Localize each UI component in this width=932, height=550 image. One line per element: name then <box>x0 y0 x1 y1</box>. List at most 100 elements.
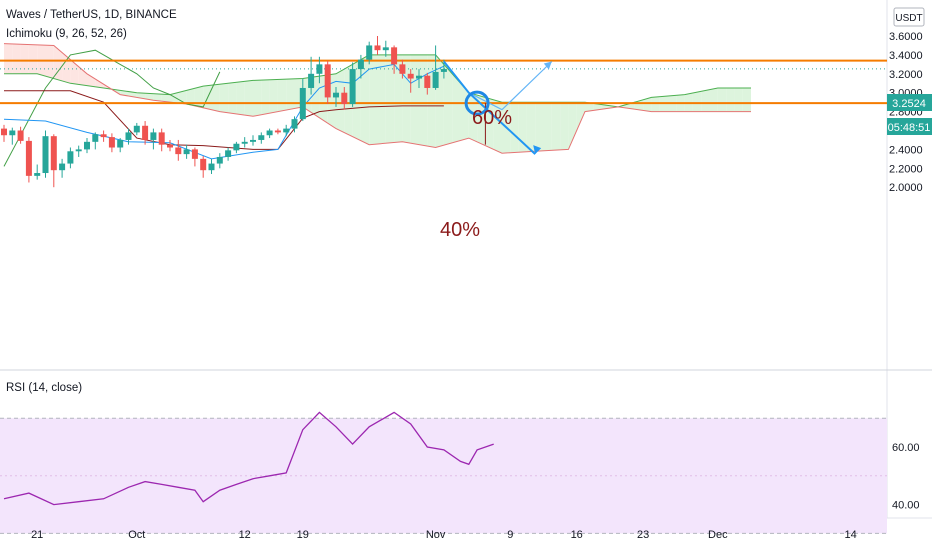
projection-down-arrowhead <box>533 145 542 155</box>
candle-body <box>150 132 157 140</box>
candle[interactable] <box>175 139 182 161</box>
cloud-segment <box>410 54 419 145</box>
candle[interactable] <box>399 59 406 79</box>
rsi-legend[interactable]: RSI (14, close) <box>6 382 82 394</box>
candle-body <box>416 75 422 79</box>
candle[interactable] <box>167 139 173 152</box>
projection-down-path[interactable] <box>443 60 536 155</box>
candle-body <box>9 130 16 136</box>
candle[interactable] <box>67 147 74 169</box>
cloud-segment <box>87 73 96 87</box>
candle[interactable] <box>291 116 298 133</box>
candle[interactable] <box>374 36 381 55</box>
candle[interactable] <box>274 128 281 135</box>
candle[interactable] <box>191 147 198 167</box>
candle[interactable] <box>133 122 140 136</box>
currency-button[interactable] <box>893 7 925 27</box>
symbol-title[interactable]: Waves / TetherUS, 1D, BINANCE <box>6 9 177 21</box>
candle-body <box>299 87 306 120</box>
candle[interactable] <box>316 56 323 84</box>
candle-body <box>108 137 115 148</box>
cloud-segment <box>709 87 718 112</box>
candle[interactable] <box>117 138 124 153</box>
candle[interactable] <box>225 147 232 161</box>
candle-body <box>208 163 215 171</box>
time-tick-label: 16 <box>571 529 583 541</box>
cloud-segment <box>477 95 486 146</box>
candle[interactable] <box>34 164 41 180</box>
candle[interactable] <box>233 141 240 154</box>
candlestick-series[interactable] <box>1 36 447 188</box>
time-tick-label: 14 <box>844 529 856 541</box>
candle[interactable] <box>407 69 414 93</box>
candle[interactable] <box>92 132 99 150</box>
candle[interactable] <box>75 145 82 157</box>
candle-body <box>1 128 7 136</box>
candle[interactable] <box>125 128 132 145</box>
candle-body <box>142 125 149 140</box>
candle[interactable] <box>357 54 364 79</box>
candle[interactable] <box>150 128 157 150</box>
candle[interactable] <box>349 62 356 107</box>
candle[interactable] <box>266 128 273 139</box>
candle-body <box>84 141 90 150</box>
candle[interactable] <box>432 45 439 90</box>
candle[interactable] <box>366 41 373 65</box>
candle[interactable] <box>17 126 24 144</box>
candle-body <box>59 163 66 171</box>
annotation-40-percent[interactable]: 40% <box>440 219 480 241</box>
cloud-segment <box>261 79 270 115</box>
candle[interactable] <box>216 153 223 169</box>
candle[interactable] <box>258 132 265 144</box>
price-axis[interactable]: 3.60003.40003.20003.00002.80002.60002.40… <box>889 31 923 194</box>
breakout-circle-marker[interactable] <box>464 90 490 116</box>
candle[interactable] <box>250 135 256 146</box>
candle-body <box>241 141 248 144</box>
time-axis[interactable]: 21 Oct 12 19 Nov 9 16 23 Dec 14 <box>31 529 857 541</box>
candle[interactable] <box>208 158 215 174</box>
candle-body <box>391 47 398 65</box>
rsi-tick-label: 60.00 <box>892 442 920 454</box>
candle[interactable] <box>108 133 115 153</box>
time-tick-label: 19 <box>297 529 309 541</box>
candle[interactable] <box>283 124 290 137</box>
candle[interactable] <box>308 56 315 95</box>
candle[interactable] <box>9 127 16 145</box>
candle[interactable] <box>241 137 248 148</box>
cloud-segment <box>244 80 253 117</box>
price-tick-label: 2.0000 <box>889 182 923 194</box>
candle[interactable] <box>333 87 339 107</box>
candle-body <box>233 143 240 151</box>
candle[interactable] <box>424 72 431 95</box>
cloud-segment <box>651 96 660 112</box>
projection-drawing[interactable] <box>443 60 553 155</box>
candle[interactable] <box>299 78 306 122</box>
candle[interactable] <box>50 134 57 188</box>
candle[interactable] <box>42 130 49 178</box>
cloud-segment <box>493 99 502 154</box>
candle[interactable] <box>142 121 149 145</box>
candle[interactable] <box>84 138 90 154</box>
candle[interactable] <box>382 40 389 57</box>
candle[interactable] <box>324 60 331 105</box>
time-tick-label: 9 <box>507 529 513 541</box>
candle-body <box>125 132 132 140</box>
candle[interactable] <box>416 69 422 88</box>
bar-countdown-label: 05:48:51 <box>888 122 931 134</box>
cloud-segment <box>219 83 229 113</box>
annotation-60-percent[interactable]: 60% <box>472 107 512 129</box>
candle[interactable] <box>100 130 107 142</box>
candle[interactable] <box>25 137 32 183</box>
candle-body <box>432 71 439 88</box>
ichimoku-legend[interactable]: Ichimoku (9, 26, 52, 26) <box>6 28 127 40</box>
cloud-segment <box>742 87 751 112</box>
cloud-segment <box>377 54 386 144</box>
candle[interactable] <box>59 158 66 178</box>
candle[interactable] <box>341 87 348 110</box>
candle[interactable] <box>158 128 165 152</box>
candle[interactable] <box>391 45 398 74</box>
candle[interactable] <box>183 144 190 159</box>
candle[interactable] <box>200 156 207 178</box>
candle[interactable] <box>1 124 7 142</box>
